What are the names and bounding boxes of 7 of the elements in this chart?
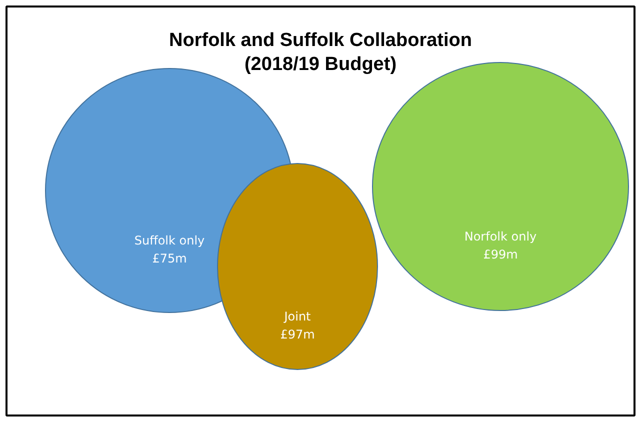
data-label: £97m — [280, 328, 315, 342]
text: Norfolk and Suffolk Collaboration (2018/19 Budget) — [169, 30, 472, 75]
category-label: Suffolk only — [134, 234, 205, 248]
data-label: £99m — [483, 248, 518, 262]
category-label: Norfolk only — [464, 230, 537, 244]
data-label: £75m — [152, 252, 187, 266]
category-label: Joint — [283, 310, 312, 324]
